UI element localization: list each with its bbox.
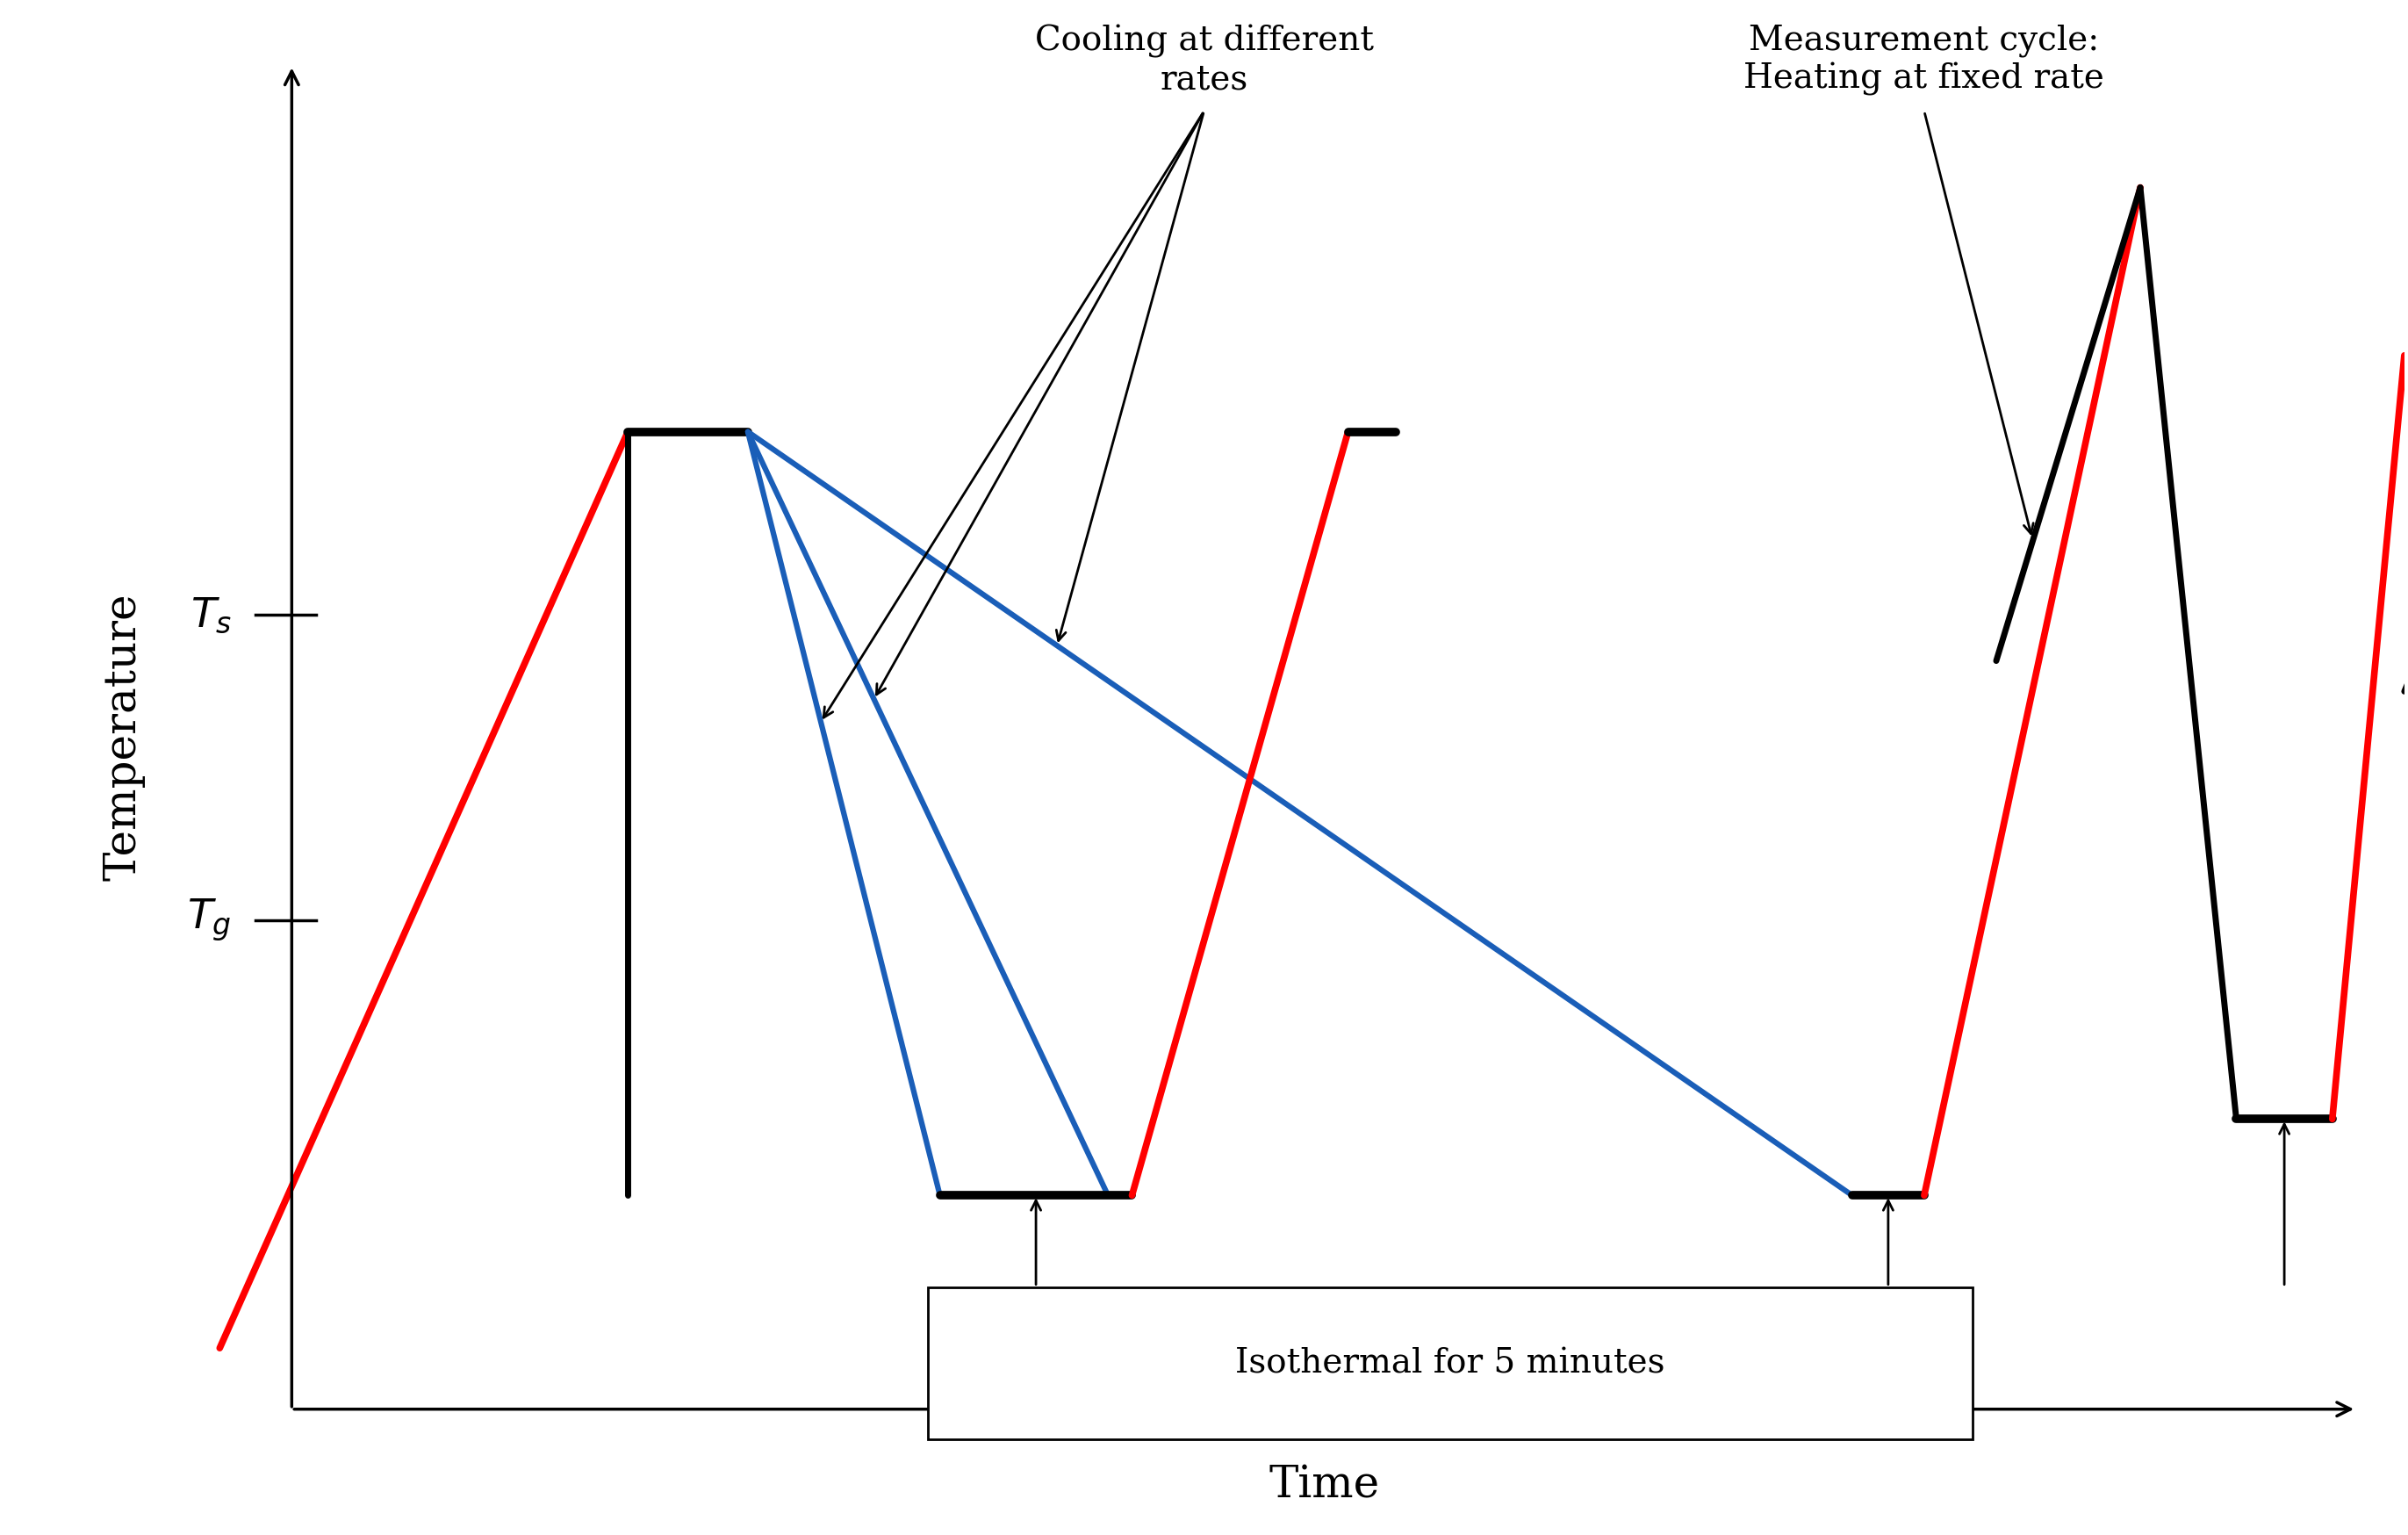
- FancyBboxPatch shape: [927, 1286, 1972, 1440]
- Text: Time: Time: [1269, 1464, 1380, 1507]
- Text: Measurement cycle:
Heating at fixed rate: Measurement cycle: Heating at fixed rate: [1743, 25, 2105, 95]
- Text: Cooling at different
rates: Cooling at different rates: [1035, 25, 1373, 95]
- Text: $T_s$: $T_s$: [190, 596, 231, 635]
- Text: Isothermal for 5 minutes: Isothermal for 5 minutes: [1235, 1348, 1664, 1380]
- Text: $T_g$: $T_g$: [188, 898, 231, 944]
- Text: Temperature: Temperature: [101, 594, 144, 881]
